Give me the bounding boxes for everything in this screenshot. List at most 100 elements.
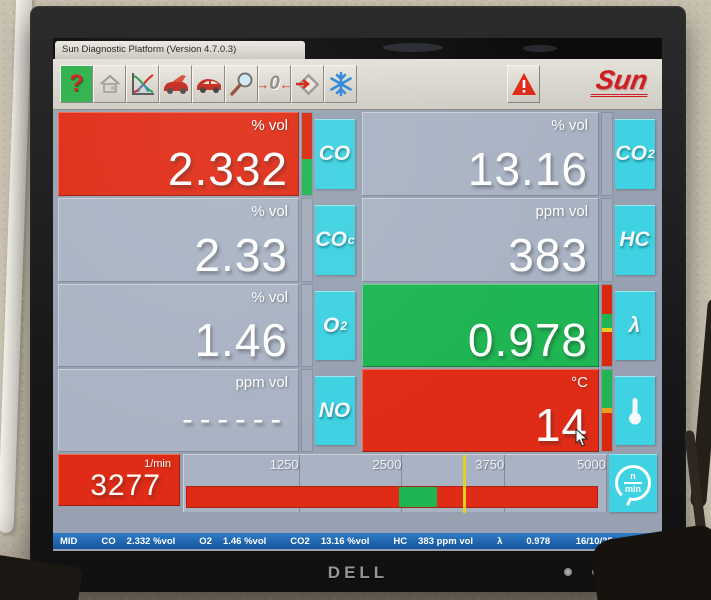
rpm-bar [186, 486, 599, 508]
rpm-value: 3277 [90, 469, 161, 502]
exit-arrow-icon [294, 70, 322, 98]
rpm-gridline [504, 455, 506, 513]
panel-co2: % vol 13.16 CO 2 [362, 112, 657, 196]
o2-unit: % vol [251, 289, 288, 306]
dell-logo: DELL [327, 563, 389, 582]
rpm-target-zone [398, 487, 437, 507]
rpm-unit: 1/min [144, 458, 171, 470]
wall-cable [0, 0, 33, 534]
window-title[interactable]: Sun Diagnostic Platform (Version 4.7.0.3… [55, 41, 305, 59]
co-trend-bar [301, 112, 313, 196]
home-button[interactable] [93, 65, 126, 103]
co2-unit: % vol [551, 117, 588, 134]
lambda-readout: 0.978 [362, 284, 599, 367]
panel-co: % vol 2.332 CO [58, 112, 357, 196]
exit-button[interactable] [291, 65, 324, 103]
rpm-tick-1250: 1250 [269, 457, 299, 472]
lambda-trend-bar [601, 284, 613, 367]
status-date: 16/10/25 [575, 535, 613, 547]
rpm-label: n min [609, 454, 657, 512]
coc-unit: % vol [251, 203, 288, 220]
panel-lambda: 0.978 λ [362, 284, 657, 367]
zero-reset-icon: → 0 ← [256, 73, 293, 94]
lambda-label: λ [615, 291, 655, 360]
snowflake-icon [328, 71, 354, 97]
hc-label: HC [615, 205, 655, 275]
co-unit: % vol [251, 117, 288, 134]
screen-reflection [523, 45, 557, 52]
coc-readout: % vol 2.33 [58, 198, 299, 282]
rpm-tick-3750: 3750 [475, 457, 505, 472]
rpm-tick-2500: 2500 [372, 457, 402, 472]
rpm-marker [463, 455, 467, 513]
o2-value: 1.46 [194, 314, 288, 366]
co-value: 2.332 [167, 143, 288, 195]
vehicle-side-button[interactable] [192, 65, 225, 103]
status-hc-label: HC [393, 535, 408, 547]
co2-label: CO 2 [615, 119, 655, 189]
co2-value: 13.16 [467, 143, 588, 195]
co-label: CO [315, 119, 355, 189]
hc-value: 383 [508, 229, 588, 281]
panel-hc: ppm vol 383 HC [362, 198, 657, 282]
coc-value: 2.33 [194, 229, 288, 281]
panel-temperature: °C 14 [362, 369, 657, 452]
sun-brand-logo: Sun [590, 65, 653, 98]
graph-button[interactable] [126, 65, 159, 103]
status-co2-value: 13.16 %vol [320, 535, 370, 547]
vehicle-hood-button[interactable] [159, 65, 192, 103]
status-o2-label: O2 [199, 535, 212, 547]
hc-unit: ppm vol [535, 203, 588, 220]
no-unit: ppm vol [235, 374, 288, 391]
temperature-unit: °C [571, 374, 588, 391]
status-mode: MID [60, 535, 78, 547]
panel-no: ppm vol ------ NO [58, 369, 357, 452]
car-side-icon [195, 73, 223, 95]
warning-button[interactable] [507, 65, 540, 103]
measurement-area: % vol 2.332 CO % vol 13.16 CO 2 [53, 110, 662, 551]
graph-curves-icon [130, 71, 156, 97]
monitor-menu-button[interactable] [564, 568, 572, 576]
status-co-value: 2.332 %vol [126, 535, 176, 547]
n-per-min-icon: n min [615, 465, 651, 501]
status-bar: MID CO 2.332 %vol O2 1.46 %vol CO2 13.16… [53, 533, 662, 549]
mouse-cursor [575, 428, 589, 448]
o2-readout: % vol 1.46 [58, 284, 299, 367]
search-button[interactable] [225, 65, 258, 103]
hc-trend-bar [601, 198, 613, 282]
no-trend-bar [301, 369, 313, 452]
home-icon [98, 72, 122, 96]
rpm-gridline [401, 455, 403, 513]
hc-readout: ppm vol 383 [362, 198, 599, 282]
screen-reflection [383, 43, 443, 52]
o2-trend-bar [301, 284, 313, 367]
rpm-gridline [298, 455, 300, 513]
rpm-tick-5000: 5000 [577, 457, 606, 472]
magnifier-icon [229, 71, 255, 97]
status-co2-label: CO2 [290, 535, 310, 547]
rpm-gridline [606, 455, 607, 513]
rpm-scale: 1250 2500 3750 5000 [183, 454, 607, 513]
status-co-label: CO [101, 535, 116, 547]
co2-readout: % vol 13.16 [362, 112, 599, 196]
panel-coc: % vol 2.33 CO c [58, 198, 357, 282]
status-o2-value: 1.46 %vol [222, 535, 267, 547]
help-button[interactable]: ? [60, 65, 93, 103]
car-open-hood-icon [162, 72, 190, 96]
freeze-button[interactable] [324, 65, 357, 103]
no-value: ------ [182, 401, 288, 437]
co-readout: % vol 2.332 [58, 112, 299, 196]
no-label: NO [315, 376, 355, 445]
status-lambda-label: λ [497, 535, 503, 547]
desktop-strip: Sun Diagnostic Platform (Version 4.7.0.3… [53, 38, 662, 59]
no-readout: ppm vol ------ [58, 369, 299, 452]
dell-monitor: Sun Diagnostic Platform (Version 4.7.0.3… [30, 6, 686, 592]
rpm-readout: 1/min 3277 [58, 454, 180, 506]
coc-label: CO c [315, 205, 355, 275]
zero-calibration-button[interactable]: → 0 ← [256, 65, 293, 103]
thermometer-icon [627, 396, 643, 426]
screen: Sun Diagnostic Platform (Version 4.7.0.3… [53, 38, 662, 551]
